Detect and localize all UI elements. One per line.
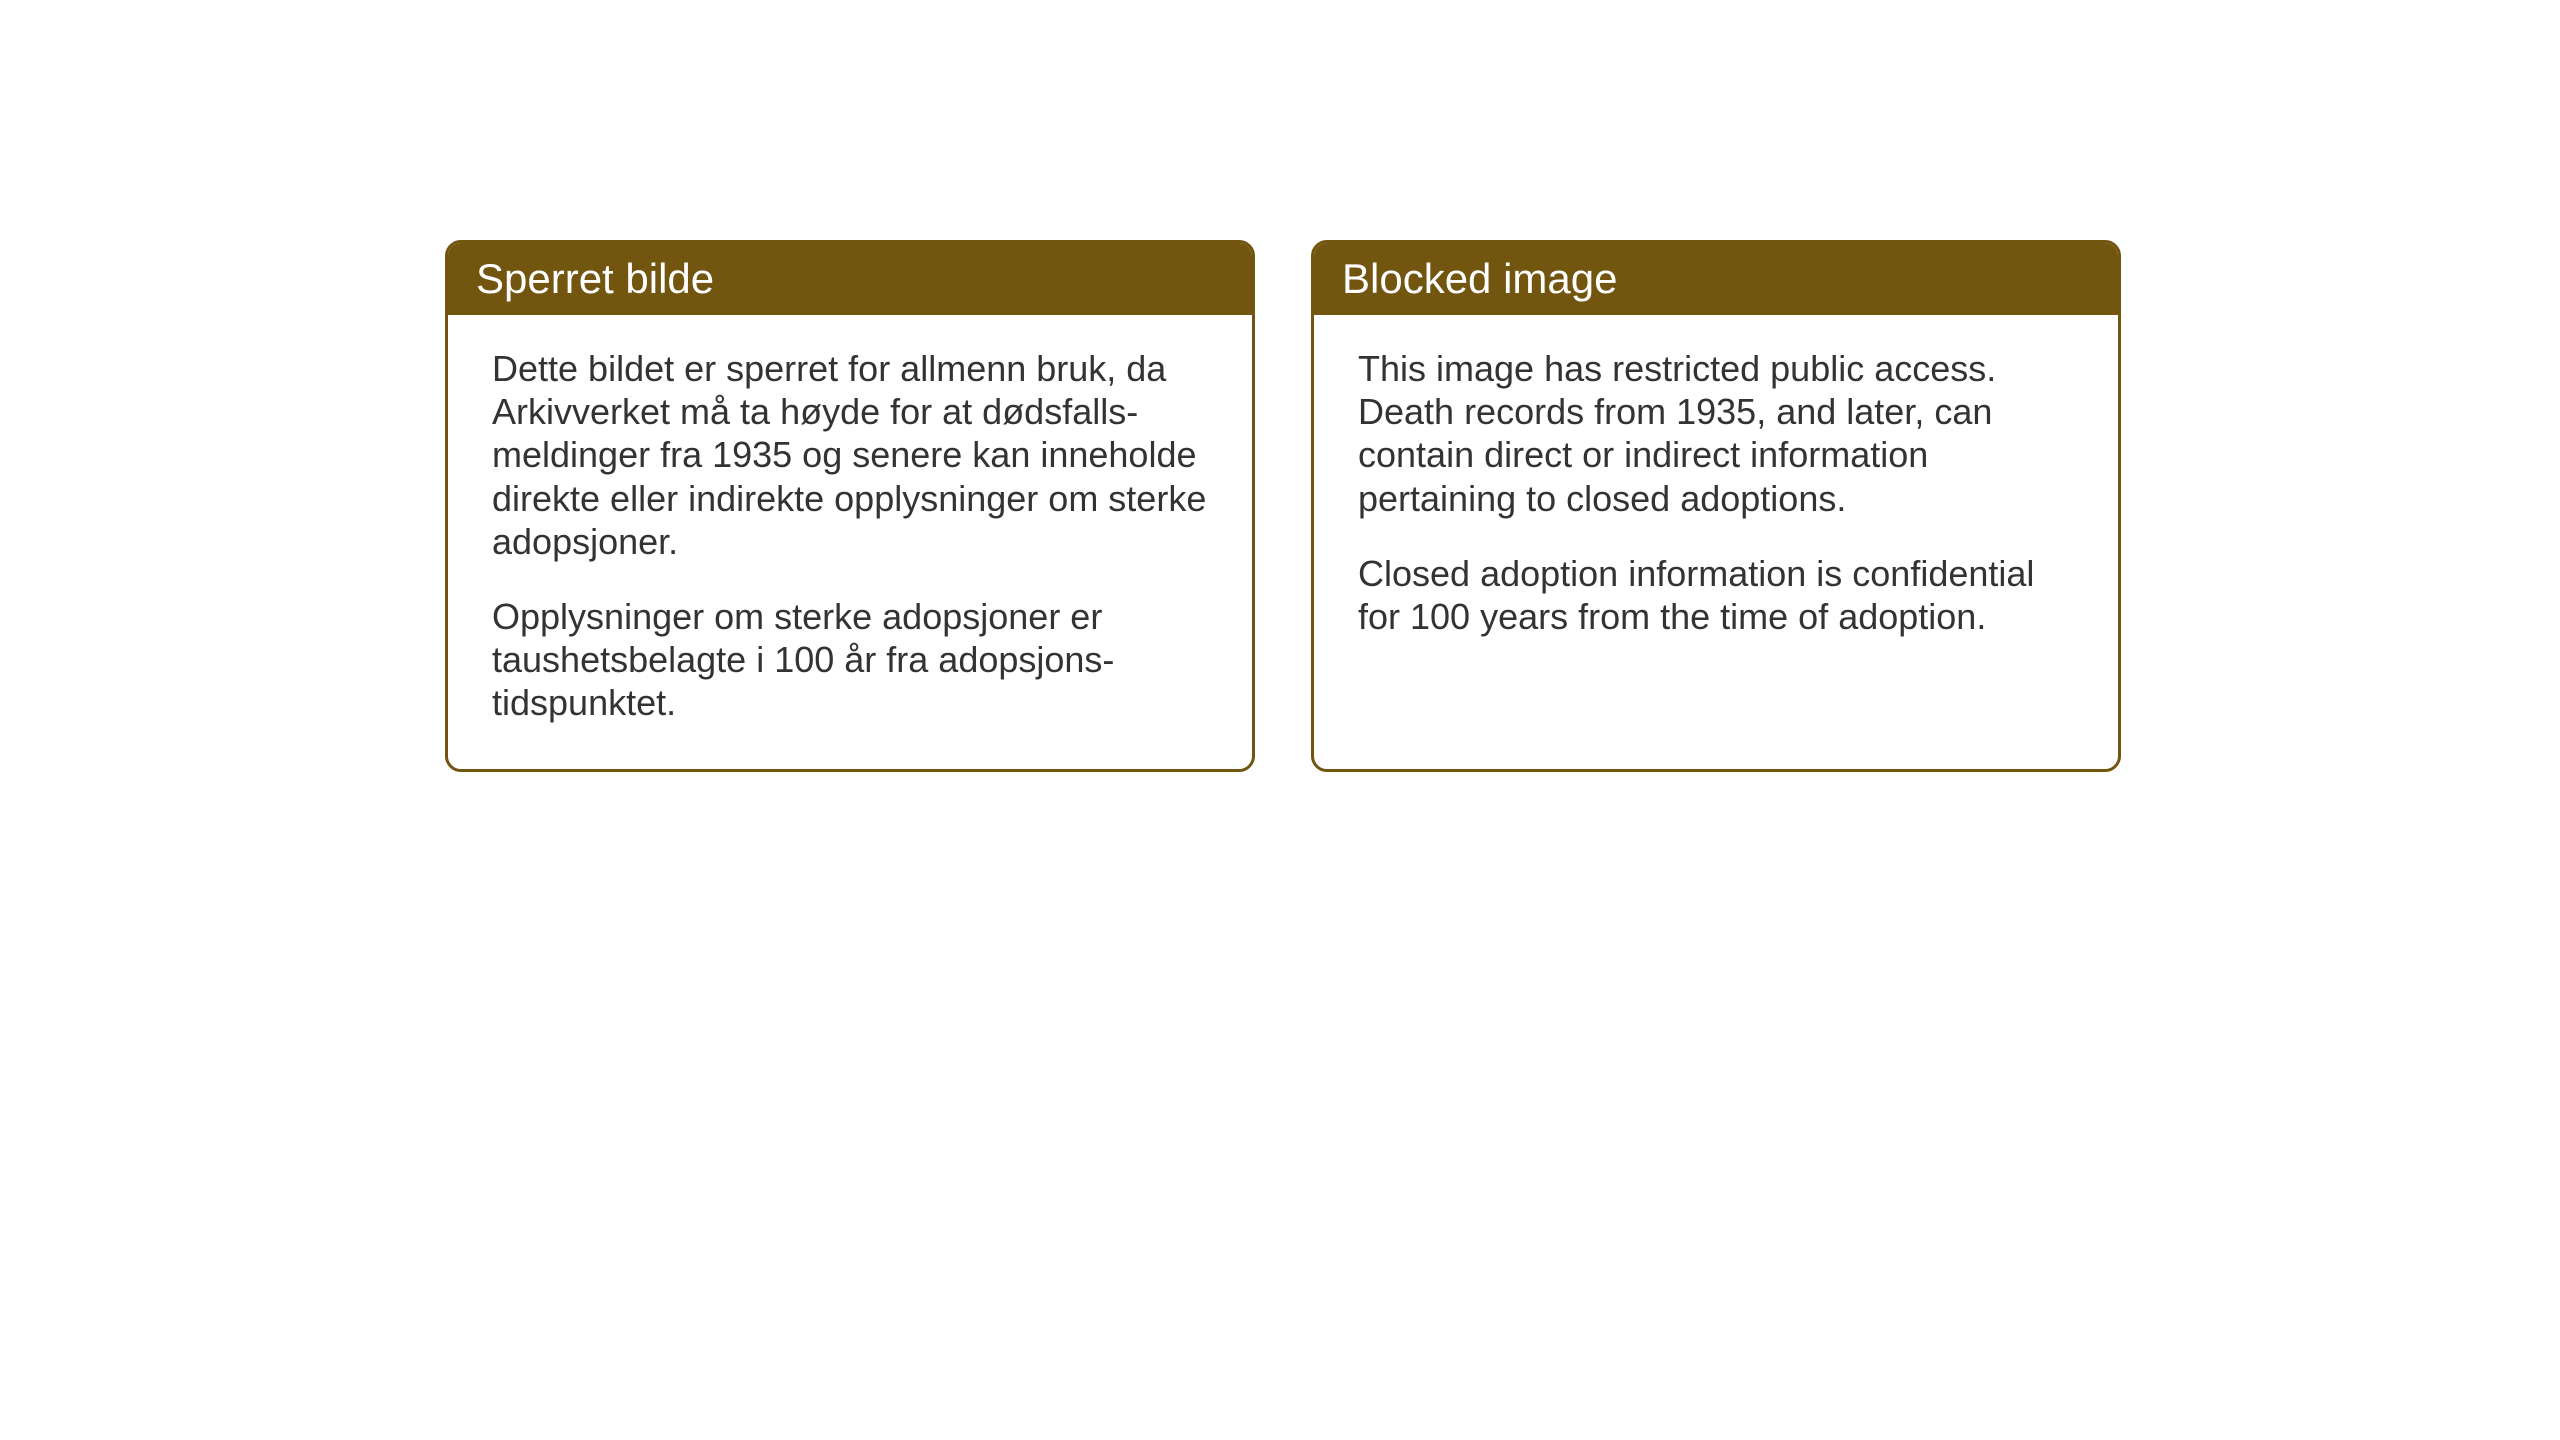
notice-container: Sperret bilde Dette bildet er sperret fo…: [445, 240, 2121, 772]
card-norwegian: Sperret bilde Dette bildet er sperret fo…: [445, 240, 1255, 772]
card-header-norwegian: Sperret bilde: [448, 243, 1252, 315]
card-english: Blocked image This image has restricted …: [1311, 240, 2121, 772]
card-paragraph-english-2: Closed adoption information is confident…: [1358, 552, 2074, 638]
card-body-english: This image has restricted public access.…: [1314, 315, 2118, 682]
card-header-english: Blocked image: [1314, 243, 2118, 315]
card-paragraph-norwegian-2: Opplysninger om sterke adopsjoner er tau…: [492, 595, 1208, 725]
card-body-norwegian: Dette bildet er sperret for allmenn bruk…: [448, 315, 1252, 769]
card-title-english: Blocked image: [1342, 255, 1617, 302]
card-title-norwegian: Sperret bilde: [476, 255, 714, 302]
card-paragraph-english-1: This image has restricted public access.…: [1358, 347, 2074, 520]
card-paragraph-norwegian-1: Dette bildet er sperret for allmenn bruk…: [492, 347, 1208, 563]
